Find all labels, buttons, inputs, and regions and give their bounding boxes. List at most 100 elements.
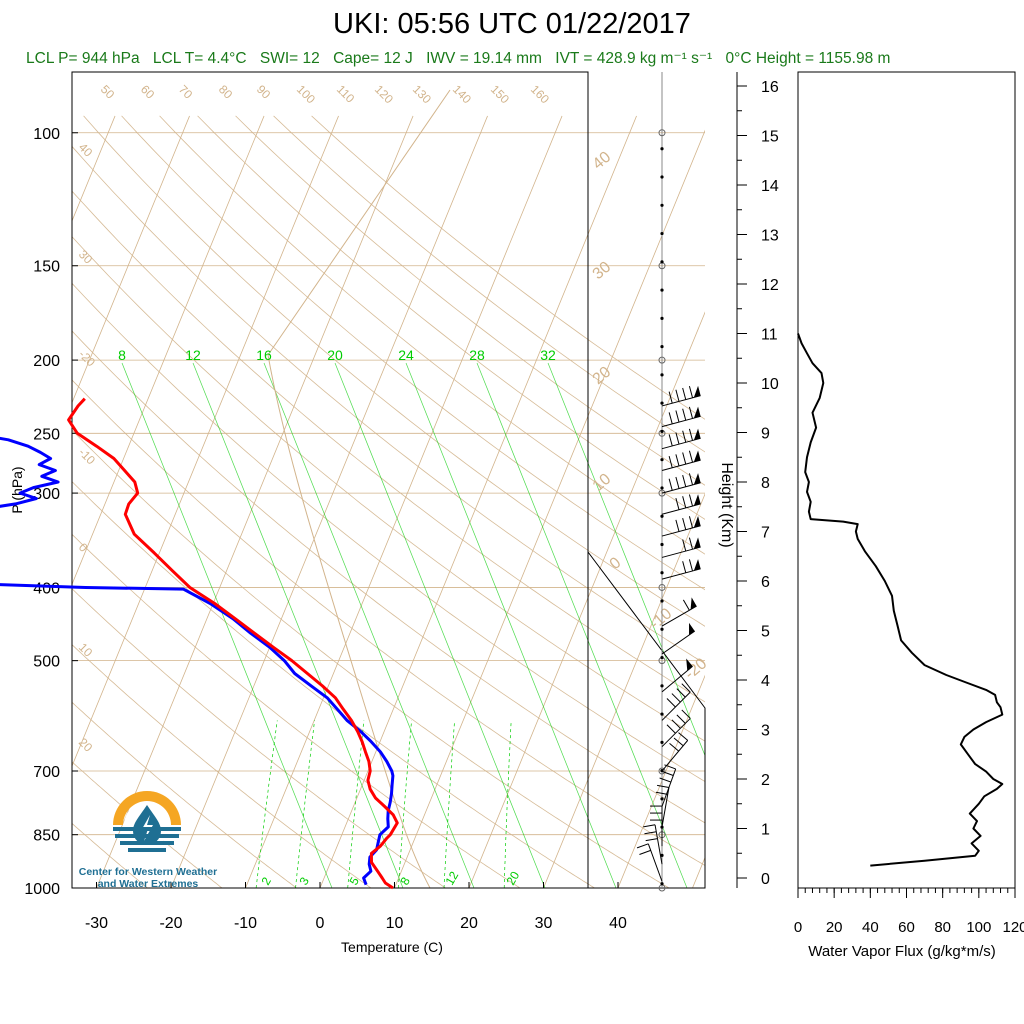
- moist-line: [405, 362, 617, 888]
- logo-caption-line: Center for Western Weather: [78, 866, 218, 878]
- wind-barb-shaft: [661, 740, 689, 772]
- wind-staff-dot: [660, 316, 664, 320]
- wind-barb-feather: [668, 434, 673, 447]
- wind-barb: [661, 559, 701, 580]
- cw3e-logo-icon: [113, 791, 181, 852]
- dry-adiabat-line: [72, 190, 705, 703]
- wind-barb-feather: [682, 561, 687, 573]
- dry-adiabat-line: [72, 145, 705, 665]
- wind-staff-dot: [660, 486, 664, 490]
- wind-barb-feather: [669, 742, 680, 752]
- y-tick-label: 300: [33, 486, 60, 503]
- wind-barb-feather: [688, 537, 694, 550]
- wind-barb-feather: [661, 770, 674, 776]
- moist-line: [547, 362, 705, 757]
- wind-barb-feather: [675, 432, 680, 445]
- wind-barb: [661, 406, 701, 428]
- dry-adiabat-label: 10: [76, 640, 96, 660]
- isotherm-label: -20: [682, 655, 711, 683]
- wind-barb-feather: [668, 412, 673, 425]
- wind-staff-marker: [658, 583, 666, 591]
- isotherm-line: [760, 116, 1024, 904]
- wind-barb-flag: [693, 516, 701, 528]
- wind-barb-flag: [693, 428, 701, 441]
- wind-barb: [643, 824, 663, 865]
- height-axis-title: Height (Km): [718, 462, 735, 547]
- wind-barb-feather: [688, 473, 694, 486]
- wind-barb-feather: [682, 387, 687, 400]
- mixing-ratio-line: [503, 720, 512, 888]
- dry-adiabat-label: 80: [216, 82, 236, 102]
- mixing-ratio-label: 2: [258, 874, 274, 887]
- wind-barb-feather: [643, 824, 656, 828]
- wind-barb-feather: [688, 428, 694, 441]
- dry-adiabat-line: [72, 429, 670, 888]
- wind-staff-dot: [660, 401, 664, 405]
- wind-barb-flag: [693, 559, 701, 571]
- wind-barb: [661, 428, 701, 450]
- wind-staff-marker: [658, 767, 666, 775]
- y-tick-label: 850: [33, 828, 60, 845]
- wind-barb-feather: [675, 497, 680, 510]
- mixing-ratio-label: 28: [469, 347, 485, 363]
- wind-barb-feather: [688, 450, 694, 463]
- isotherm-label: 20: [590, 364, 615, 389]
- mixing-ratio-line: [397, 720, 412, 888]
- dry-adiabat-label: 120: [372, 82, 396, 106]
- wind-barb: [661, 683, 691, 721]
- wind-staff-dot: [660, 175, 664, 179]
- mixing-ratio-label: 16: [256, 347, 272, 363]
- logo-caption-line: and Water Extremes: [97, 878, 199, 890]
- wind-barb-feather: [644, 831, 657, 835]
- wind-barb-flag: [693, 473, 701, 485]
- moist-line: [263, 362, 475, 888]
- y-tick-label: 400: [33, 580, 60, 597]
- dry-adiabat-line: [72, 761, 223, 888]
- wind-barb-feather: [659, 777, 672, 783]
- iwv-value: IWV = 19.14 mm: [426, 50, 542, 67]
- mixing-ratio-line: [347, 720, 365, 888]
- temperature-profile: [67, 397, 399, 890]
- wind-barb-shaft: [654, 824, 663, 865]
- wind-barb: [636, 843, 663, 882]
- isotherm-label: 30: [590, 259, 615, 284]
- dry-adiabat-line: [72, 644, 372, 888]
- isotherm-line: [394, 129, 705, 888]
- wind-staff-dot: [660, 231, 664, 236]
- wind-barb-feather: [655, 791, 668, 795]
- dry-adiabat-label: 30: [76, 247, 96, 267]
- mixing-ratio-label: 12: [442, 869, 461, 888]
- isotherm-line: [72, 115, 339, 768]
- x-tick-label: 10: [386, 915, 404, 932]
- wind-barb-flag: [690, 597, 697, 610]
- wind-barb-feather: [682, 517, 687, 530]
- height-tick-label: 0: [761, 871, 770, 888]
- wind-barb-feather: [682, 496, 687, 509]
- height-tick-label: 15: [761, 129, 779, 146]
- wind-barb-feather: [675, 476, 680, 489]
- wind-staff-marker: [658, 129, 666, 137]
- wind-staff-dot: [660, 599, 664, 603]
- height-tick-label: 3: [761, 723, 770, 740]
- cw3e-logo: [95, 785, 230, 870]
- cape-value: Cape= 12 J: [333, 50, 413, 67]
- flux-x-tick-label: 20: [826, 919, 843, 936]
- dry-adiabat-line: [72, 588, 447, 888]
- flux-x-axis-title: Water Vapor Flux (g/kg*m/s): [808, 943, 996, 960]
- wind-barb: [655, 784, 670, 827]
- wind-barb-feather: [668, 478, 673, 491]
- dry-adiabat-label: 150: [488, 82, 512, 106]
- y-tick-label: 150: [33, 259, 60, 276]
- wind-barb-feather: [688, 559, 694, 572]
- dry-adiabat-line: [197, 115, 705, 520]
- isotherm-line: [245, 115, 563, 888]
- mixing-ratio-line: [295, 720, 315, 888]
- reference-line: [267, 89, 451, 356]
- wind-staff-dot: [660, 684, 664, 688]
- dry-adiabat-line: [72, 822, 149, 888]
- flux-x-tick-label: 0: [794, 919, 802, 936]
- wind-staff-dot: [660, 797, 664, 801]
- x-tick-label: 40: [609, 915, 627, 932]
- dry-adiabat-line: [121, 115, 705, 591]
- flux-x-tick-label: 60: [898, 919, 915, 936]
